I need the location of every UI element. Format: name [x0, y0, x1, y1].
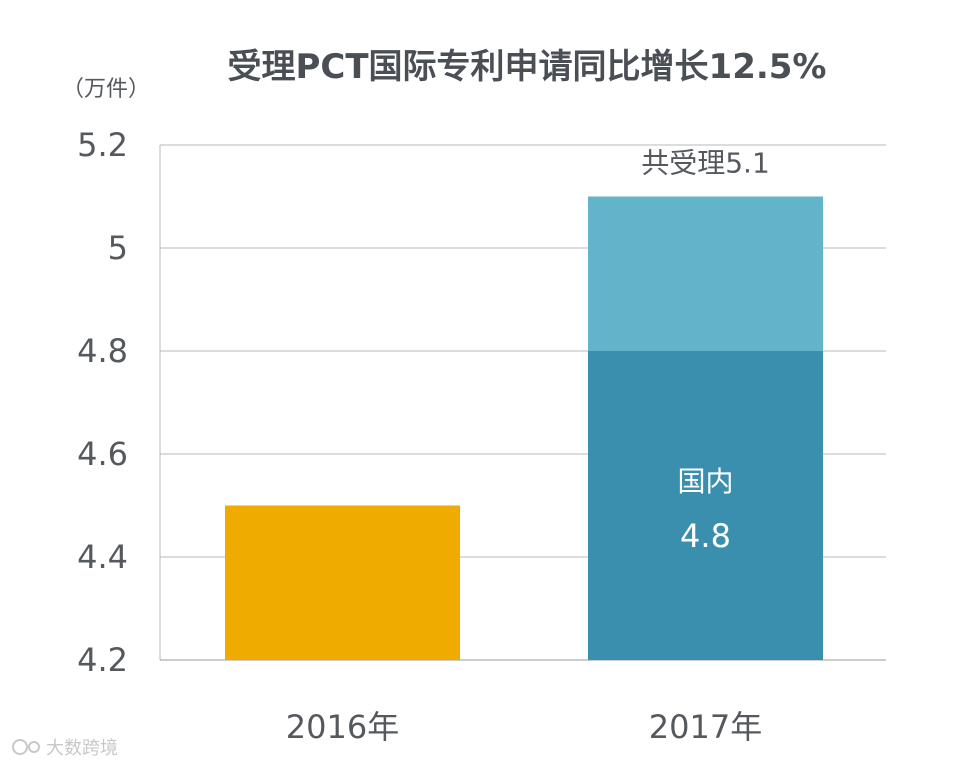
x-category-label: 2016年	[286, 708, 399, 746]
y-tick-label: 4.4	[77, 538, 128, 576]
y-axis-unit-label: （万件）	[62, 77, 150, 102]
chart-title: 受理PCT国际专利申请同比增长12.5%	[227, 47, 826, 87]
watermark: 大数跨境	[12, 738, 118, 759]
bar-base	[225, 505, 460, 660]
watermark-logo-icon	[28, 741, 40, 753]
domestic-value: 4.8	[680, 517, 731, 555]
total-annotation: 共受理5.1	[641, 147, 770, 180]
x-axis-categories: 2016年 2017年	[286, 708, 762, 746]
y-tick-label: 4.6	[77, 435, 128, 473]
domestic-label: 国内	[677, 465, 733, 498]
y-tick-label: 5.2	[77, 126, 128, 164]
y-tick-label: 5	[108, 229, 128, 267]
bar-base	[588, 351, 823, 660]
bars	[225, 196, 823, 660]
watermark-text: 大数跨境	[46, 738, 118, 759]
y-tick-label: 4.8	[77, 332, 128, 370]
y-tick-label: 4.2	[77, 641, 128, 679]
annotations: 共受理5.1 国内 4.8	[641, 147, 770, 556]
y-axis-ticks: 4.2 4.4 4.6 4.8 5 5.2	[77, 126, 128, 679]
bar-segment	[588, 196, 823, 351]
watermark-logo-icon	[12, 739, 28, 755]
x-category-label: 2017年	[649, 708, 762, 746]
